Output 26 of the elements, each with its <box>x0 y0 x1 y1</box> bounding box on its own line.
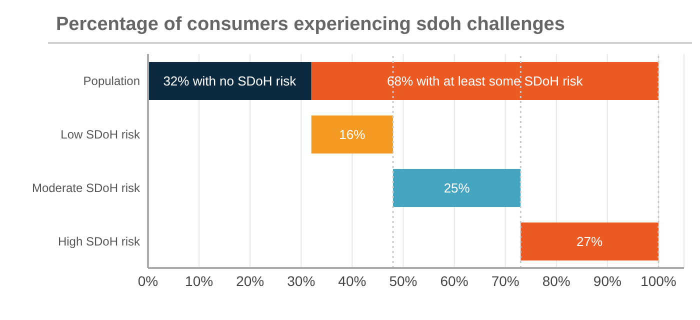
bar <box>311 116 394 154</box>
x-tick-label: 90% <box>593 272 622 289</box>
bar <box>520 222 658 260</box>
y-tick-label: Population <box>83 74 140 88</box>
data-label: 27% <box>576 234 604 249</box>
y-tick-label: Moderate SDoH risk <box>32 181 141 196</box>
x-tick-label: 70% <box>491 272 520 289</box>
x-tick-label: 50% <box>389 272 418 289</box>
x-tick-label: 30% <box>287 272 316 289</box>
data-label: 68% with at least some SDoH risk <box>387 74 584 88</box>
x-tick-label: 40% <box>338 272 366 289</box>
bar <box>311 62 658 100</box>
y-tick-label: Low SDoH risk <box>60 128 141 142</box>
bar <box>393 169 521 207</box>
data-label: 25% <box>444 180 470 196</box>
x-tick-label: 0% <box>138 272 158 289</box>
x-tick-label: 20% <box>236 272 264 289</box>
x-tick-label: 100% <box>640 272 676 289</box>
bar <box>148 62 312 100</box>
chart-title: Percentage of consumers experiencing sdoh challenges <box>48 8 692 44</box>
x-tick-label: 10% <box>185 272 214 289</box>
data-label: 32% with no SDoH risk <box>163 74 297 88</box>
y-tick-label: High SDoH risk <box>58 234 141 249</box>
x-tick-label: 80% <box>542 272 570 289</box>
data-label: 16% <box>339 127 366 142</box>
x-tick-label: 60% <box>440 272 468 289</box>
